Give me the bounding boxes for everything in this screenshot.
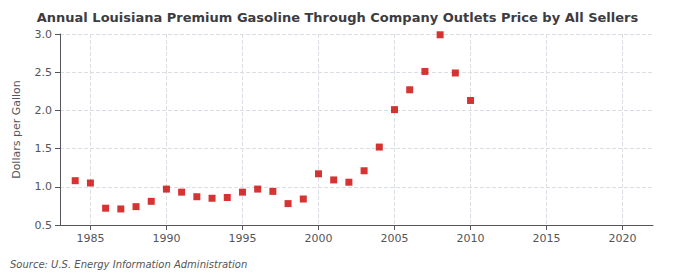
svg-text:2010: 2010 bbox=[457, 232, 485, 245]
svg-text:Dollars per Gallon: Dollars per Gallon bbox=[10, 80, 23, 179]
svg-text:2000: 2000 bbox=[304, 232, 332, 245]
svg-text:2015: 2015 bbox=[533, 232, 561, 245]
svg-text:2.0: 2.0 bbox=[35, 104, 53, 117]
svg-text:2.5: 2.5 bbox=[35, 66, 53, 79]
svg-text:Annual Louisiana Premium Gasol: Annual Louisiana Premium Gasoline Throug… bbox=[37, 10, 639, 25]
svg-text:1985: 1985 bbox=[76, 232, 104, 245]
svg-text:1.5: 1.5 bbox=[35, 142, 53, 155]
svg-text:Source: U.S. Energy Informatio: Source: U.S. Energy Information Administ… bbox=[10, 259, 247, 270]
svg-text:1990: 1990 bbox=[152, 232, 180, 245]
svg-text:1995: 1995 bbox=[228, 232, 256, 245]
svg-text:1.0: 1.0 bbox=[35, 180, 53, 193]
svg-text:0.5: 0.5 bbox=[35, 219, 53, 232]
svg-text:2005: 2005 bbox=[381, 232, 409, 245]
svg-text:3.0: 3.0 bbox=[35, 28, 53, 41]
svg-text:2020: 2020 bbox=[609, 232, 637, 245]
